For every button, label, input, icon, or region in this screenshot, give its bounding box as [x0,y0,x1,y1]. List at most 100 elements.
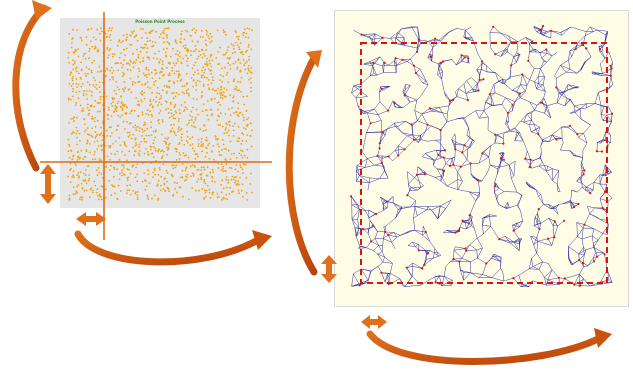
scatter-point [204,43,207,45]
scatter-point [72,193,75,196]
scatter-point [126,189,129,192]
scatter-point [146,37,149,39]
red-node [381,36,384,39]
scatter-point [86,98,88,100]
scatter-point [153,81,155,83]
scatter-point [72,75,74,78]
red-node [492,25,495,28]
scatter-point [72,117,74,120]
scatter-point [225,148,228,151]
scatter-point [157,179,160,182]
scatter-point [98,171,101,174]
scatter-point [244,163,247,166]
scatter-point [90,134,93,137]
scatter-point [134,192,136,195]
scatter-point [225,127,228,129]
scatter-point [84,123,86,125]
scatter-point [174,148,177,150]
scatter-point [163,85,166,87]
scatter-point [124,87,127,89]
scatter-point [68,143,70,146]
dashed-boundary [360,42,608,284]
scatter-point [232,48,235,50]
scatter-point [161,133,163,136]
scatter-point [225,74,228,76]
scatter-point [72,87,75,90]
scatter-point [84,169,87,171]
scatter-point [232,178,235,181]
highlighted-nodes [350,24,614,287]
scatter-point [160,95,162,97]
scatter-point [107,56,110,59]
scatter-point [73,120,75,123]
scatter-point [130,43,133,46]
scatter-point [205,63,208,66]
scatter-point [68,197,71,200]
scatter-point [121,66,124,69]
scatter-point [170,55,172,58]
red-node [601,206,604,210]
scatter-point [88,83,91,86]
poisson-point-process-plot: Poisson Point Process [60,18,260,208]
scatter-point [130,137,133,140]
horizontal-double-arrow-right [361,315,387,329]
scatter-point [166,27,168,30]
scatter-point [153,167,156,170]
red-node [372,61,375,64]
scatter-point [101,139,104,141]
scatter-point [96,133,99,136]
scatter-point [201,91,203,94]
scatter-point [86,81,89,84]
scatter-point [236,89,239,92]
scatter-point [222,75,225,78]
scatter-point [221,94,224,97]
red-node [454,148,457,151]
scatter-point [222,29,225,32]
scatter-point [208,68,210,71]
scatter-point [191,143,194,145]
scatter-point [245,32,248,35]
scatter-point [237,107,240,110]
scatter-point [87,114,90,116]
red-node [583,169,586,172]
scatter-point [145,73,148,76]
scatter-point [93,153,96,156]
scatter-point [143,124,145,127]
scatter-point [102,77,105,80]
scatter-point [236,140,239,143]
scatter-point [105,95,108,98]
scatter-point [100,159,102,162]
scatter-point [178,160,181,163]
scatter-point [225,193,228,196]
scatter-point [67,150,70,153]
scatter-point [225,163,228,166]
scatter-point [98,195,101,198]
scatter-point [103,152,105,155]
red-node [397,154,400,157]
scatter-point [241,132,244,135]
scatter-point [175,159,178,161]
scatter-point [99,70,102,73]
scatter-point [113,111,115,114]
scatter-point [219,96,222,99]
scatter-point [75,91,78,94]
scatter-point [131,62,134,65]
scatter-point [154,149,157,152]
scatter-point [231,52,234,54]
scatter-point [72,28,74,31]
scatter-point [163,182,166,185]
scatter-point [250,48,253,51]
scatter-point [91,135,94,138]
scatter-point [202,53,205,55]
scatter-point [114,192,116,195]
scatter-point [90,40,92,43]
scatter-point [109,158,111,161]
scatter-point [239,42,242,44]
scatter-point [151,40,154,43]
scatter-point [128,122,131,125]
scatter-point [141,113,144,116]
scatter-point [87,28,90,30]
scatter-point [241,195,244,198]
scatter-point [141,128,144,131]
scatter-point [113,53,116,56]
